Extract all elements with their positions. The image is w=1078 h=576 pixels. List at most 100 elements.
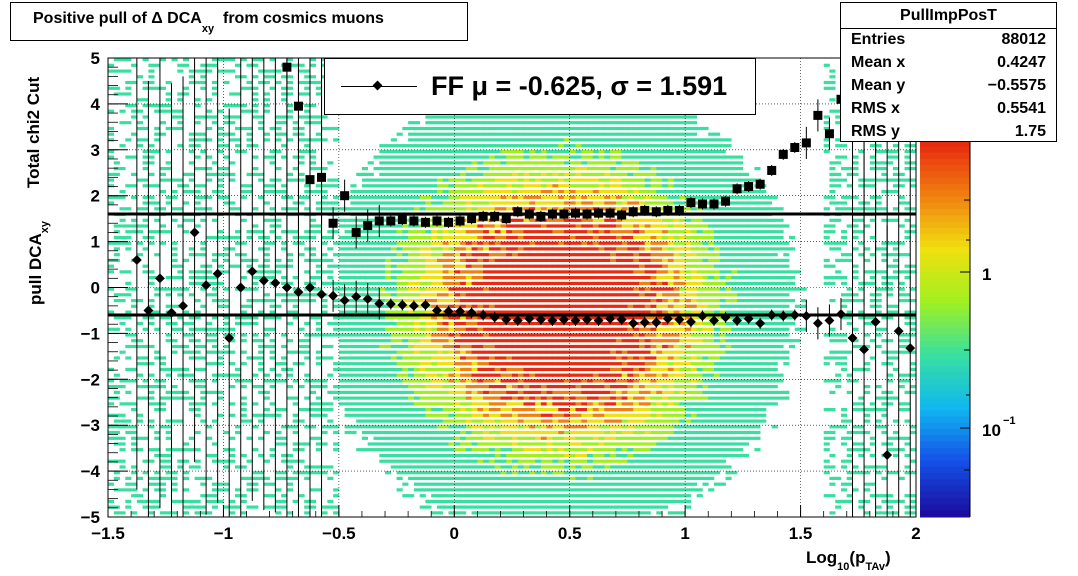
heat-cell xyxy=(177,287,184,291)
heat-cell xyxy=(419,396,426,400)
heat-cell xyxy=(431,253,438,257)
heat-cell xyxy=(604,167,611,171)
heat-cell xyxy=(431,476,438,480)
heat-cell xyxy=(431,408,438,412)
heat-cell xyxy=(540,247,547,251)
heat-cell xyxy=(512,425,519,429)
heat-cell xyxy=(569,121,576,125)
heat-cell xyxy=(592,373,599,377)
heat-cell xyxy=(523,396,530,400)
heat-cell xyxy=(142,270,149,274)
heat-cell xyxy=(327,235,334,240)
heat-cell xyxy=(517,310,524,314)
heat-cell xyxy=(333,425,340,429)
heat-cell xyxy=(610,241,617,245)
heat-cell xyxy=(437,373,444,377)
heat-cell xyxy=(575,149,582,153)
heat-cell xyxy=(529,448,536,452)
heat-cell xyxy=(592,465,599,469)
heat-cell xyxy=(136,344,143,349)
heat-cell xyxy=(488,299,495,303)
heat-cell xyxy=(598,362,605,366)
heat-cell xyxy=(408,494,415,498)
heat-cell xyxy=(217,109,224,113)
heat-cell xyxy=(558,310,565,314)
heat-cell xyxy=(425,339,432,343)
heat-cell xyxy=(535,425,542,429)
heat-cell xyxy=(211,505,218,509)
heat-cell xyxy=(552,264,559,268)
heat-cell xyxy=(529,385,536,389)
heat-cell xyxy=(506,230,513,234)
heat-cell xyxy=(379,442,386,446)
heat-cell xyxy=(292,379,299,383)
heat-cell xyxy=(592,453,599,458)
heat-cell xyxy=(535,379,542,383)
heat-cell xyxy=(419,258,426,262)
heat-cell xyxy=(229,58,236,62)
heat-cell xyxy=(575,258,582,262)
heat-cell xyxy=(165,92,172,96)
heat-cell xyxy=(177,390,184,394)
heat-cell xyxy=(592,494,599,498)
heat-cell xyxy=(471,167,478,171)
heat-cell xyxy=(281,115,288,119)
heat-cell xyxy=(598,505,605,509)
heat-cell xyxy=(390,178,397,182)
heat-cell xyxy=(304,92,311,96)
heat-cell xyxy=(252,413,259,417)
heat-cell xyxy=(108,149,115,153)
heat-cell xyxy=(258,310,265,314)
heat-cell xyxy=(171,367,178,371)
heat-cell xyxy=(148,511,155,515)
heat-cell xyxy=(563,333,570,337)
heat-cell xyxy=(627,144,634,148)
heat-cell xyxy=(361,190,368,194)
heat-cell xyxy=(535,385,542,389)
heat-cell xyxy=(292,419,299,423)
heat-cell xyxy=(269,316,276,320)
heat-cell xyxy=(563,247,570,251)
heat-cell xyxy=(587,247,594,251)
heat-cell xyxy=(615,241,622,245)
heat-cell xyxy=(437,419,444,423)
heat-cell xyxy=(454,258,461,262)
heat-cell xyxy=(333,201,340,205)
heat-cell xyxy=(240,362,247,366)
heat-cell xyxy=(108,402,115,406)
heat-cell xyxy=(471,287,478,291)
heat-cell xyxy=(506,511,513,515)
heat-cell xyxy=(540,367,547,371)
heat-cell xyxy=(523,224,530,228)
heat-cell xyxy=(587,350,594,354)
heat-cell xyxy=(194,344,201,349)
heat-cell xyxy=(206,138,213,142)
heat-cell xyxy=(373,207,380,211)
heat-cell xyxy=(188,172,195,176)
heat-cell xyxy=(350,385,357,389)
heat-cell xyxy=(258,247,265,251)
heat-cell xyxy=(604,459,611,463)
heat-cell xyxy=(373,184,380,188)
heat-cell xyxy=(258,453,265,458)
heat-cell xyxy=(552,350,559,354)
heat-cell xyxy=(552,390,559,394)
heat-cell xyxy=(240,310,247,314)
heat-cell xyxy=(327,321,334,326)
heat-cell xyxy=(471,413,478,417)
heat-cell xyxy=(558,115,565,119)
heat-cell xyxy=(425,149,432,153)
heat-cell xyxy=(413,333,420,337)
heat-cell xyxy=(165,339,172,343)
heat-cell xyxy=(131,494,138,498)
heat-cell xyxy=(402,333,409,337)
heat-cell xyxy=(460,350,467,354)
heat-cell xyxy=(269,344,276,349)
heat-cell xyxy=(523,430,530,435)
heat-cell xyxy=(454,499,461,503)
heat-cell xyxy=(252,115,259,119)
heat-cell xyxy=(373,390,380,394)
heat-cell xyxy=(517,413,524,417)
heat-cell xyxy=(154,230,161,234)
heat-cell xyxy=(350,235,357,240)
